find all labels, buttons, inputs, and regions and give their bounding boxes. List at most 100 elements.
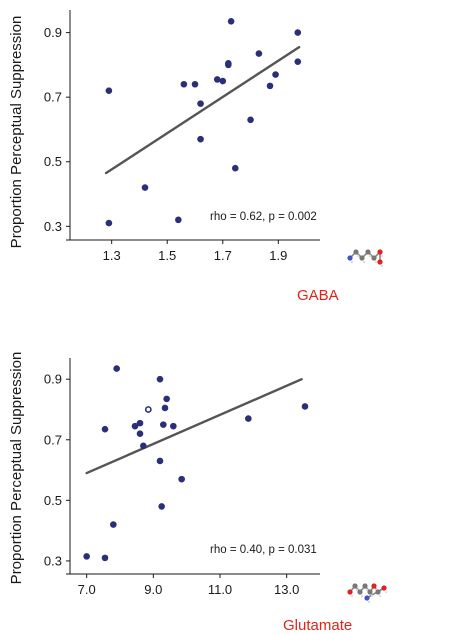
data-point bbox=[245, 415, 252, 422]
data-point bbox=[272, 71, 279, 78]
data-point bbox=[227, 18, 235, 25]
data-point bbox=[101, 425, 109, 433]
data-point bbox=[255, 50, 263, 57]
x-tick-label: 11.0 bbox=[208, 582, 232, 597]
molecule-atom bbox=[359, 255, 365, 261]
molecule-atom bbox=[371, 583, 377, 589]
molecule-atom bbox=[371, 255, 377, 261]
y-tick-label: 0.7 bbox=[44, 90, 62, 105]
data-point bbox=[163, 395, 170, 403]
data-point bbox=[294, 29, 302, 36]
data-point bbox=[136, 419, 144, 427]
data-point bbox=[144, 406, 152, 413]
data-point bbox=[156, 457, 164, 465]
data-point bbox=[158, 503, 165, 510]
data-point bbox=[213, 76, 221, 83]
y-tick-label: 0.5 bbox=[44, 154, 62, 169]
data-point bbox=[180, 80, 188, 88]
x-tick-label: 9.0 bbox=[144, 582, 162, 597]
molecule-hydrogen bbox=[362, 260, 366, 264]
data-point bbox=[301, 403, 309, 410]
molecule-hydrogen bbox=[380, 264, 384, 268]
data-point bbox=[83, 553, 90, 560]
stats-annotation: rho = 0.40, p = 0.031 bbox=[210, 544, 317, 556]
data-point bbox=[247, 116, 254, 124]
chart-panel-2: 0.3 0.5 0.7 0.9 7.0 9.0 11.0 13.0 Proportion Per… bbox=[8, 352, 388, 634]
data-point bbox=[160, 421, 167, 428]
chart-panel-1: 0.3 0.5 0.7 0.9 1.3 1.5 1.7 1.9 Proportion Perce… bbox=[8, 10, 384, 304]
data-point bbox=[191, 80, 199, 88]
molecule-hydrogen bbox=[384, 590, 388, 594]
molecule-label: Glutamate bbox=[283, 617, 352, 634]
molecule-atom bbox=[347, 589, 353, 595]
molecule-hydrogen bbox=[368, 254, 372, 258]
x-tick-label: 1.5 bbox=[158, 248, 176, 263]
y-axis-label: Proportion Perceptual Suppression bbox=[8, 16, 25, 249]
molecule-atom bbox=[353, 249, 359, 255]
molecule-hydrogen bbox=[350, 594, 354, 598]
data-point bbox=[231, 164, 239, 172]
molecule-atom bbox=[364, 595, 370, 601]
y-tick-label: 0.9 bbox=[44, 372, 62, 387]
molecule-atom bbox=[352, 583, 358, 589]
data-point bbox=[294, 58, 302, 65]
data-point bbox=[266, 82, 274, 90]
regression-line bbox=[85, 378, 303, 475]
y-tick-label: 0.5 bbox=[44, 493, 62, 508]
molecule-hydrogen bbox=[356, 254, 360, 258]
gaba-molecule-icon bbox=[347, 249, 384, 268]
y-axis-label: Proportion Perceptual Suppression bbox=[8, 352, 25, 585]
molecule-bond bbox=[366, 587, 385, 599]
molecule-atom bbox=[362, 583, 368, 589]
data-point bbox=[225, 61, 232, 69]
x-tick-label: 1.7 bbox=[214, 248, 232, 263]
molecule-atom bbox=[347, 255, 353, 261]
molecule-atom bbox=[365, 249, 371, 255]
x-tick-label: 1.9 bbox=[269, 248, 287, 263]
molecule-atom bbox=[377, 259, 383, 265]
data-point bbox=[113, 365, 120, 372]
x-tick-label: 1.3 bbox=[103, 248, 121, 263]
molecule-atom bbox=[377, 249, 383, 255]
molecule-atom bbox=[375, 589, 381, 595]
data-point bbox=[175, 216, 182, 224]
x-tick-label: 7.0 bbox=[78, 582, 96, 597]
data-point bbox=[101, 554, 109, 562]
molecule-label: GABA bbox=[297, 287, 339, 304]
data-point bbox=[161, 404, 169, 412]
data-point bbox=[105, 87, 113, 95]
data-point bbox=[140, 442, 147, 450]
molecule-atom bbox=[367, 589, 373, 595]
data-point bbox=[156, 375, 164, 383]
molecule-atom bbox=[357, 589, 363, 595]
molecule-hydrogen bbox=[350, 260, 354, 264]
data-point bbox=[136, 430, 144, 438]
x-tick-label: 13.0 bbox=[274, 582, 299, 597]
data-point bbox=[219, 77, 227, 85]
molecule-hydrogen bbox=[374, 260, 378, 264]
molecule-hydrogen bbox=[378, 594, 382, 598]
data-point bbox=[110, 521, 117, 528]
data-point bbox=[178, 475, 185, 483]
y-tick-label: 0.9 bbox=[44, 25, 62, 40]
molecule-hydrogen bbox=[370, 594, 374, 598]
regression-line bbox=[104, 45, 301, 175]
data-point bbox=[170, 422, 177, 430]
molecule-hydrogen bbox=[355, 588, 359, 592]
molecule-atom bbox=[381, 585, 387, 591]
molecule-hydrogen bbox=[380, 254, 384, 258]
glutamate-molecule-icon bbox=[347, 583, 388, 604]
molecule-hydrogen bbox=[360, 594, 364, 598]
y-tick-label: 0.7 bbox=[44, 432, 62, 447]
data-point bbox=[105, 219, 113, 227]
molecule-hydrogen bbox=[367, 600, 371, 604]
y-tick-label: 0.3 bbox=[44, 553, 62, 568]
data-point bbox=[131, 422, 139, 430]
data-point bbox=[197, 100, 204, 107]
data-point bbox=[197, 135, 204, 143]
stats-annotation: rho = 0.62, p = 0.002 bbox=[210, 211, 317, 223]
data-point bbox=[141, 184, 149, 191]
molecule-hydrogen bbox=[365, 588, 369, 592]
